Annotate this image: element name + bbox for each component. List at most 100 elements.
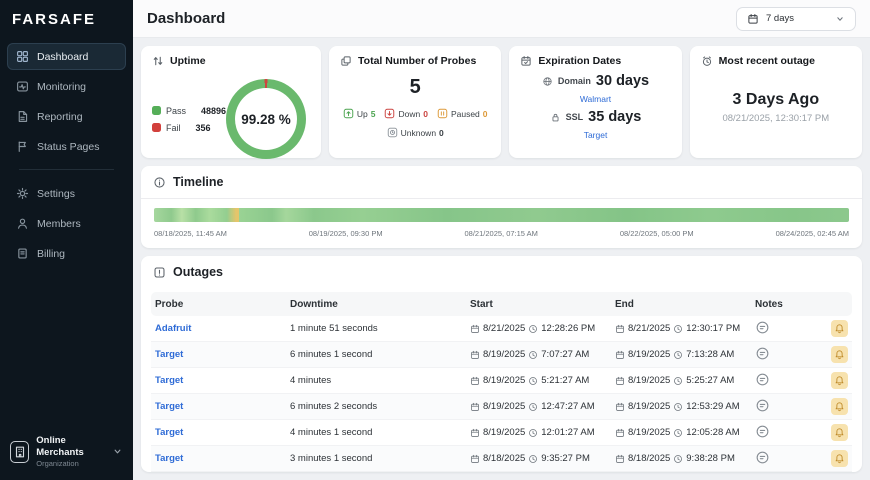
dashboard-grid-icon bbox=[16, 50, 29, 63]
fail-value: 356 bbox=[196, 123, 211, 133]
recent-outage-value: 3 Days Ago bbox=[701, 91, 851, 109]
brand-logo: FARSAFE bbox=[0, 0, 133, 41]
dashboard-content: Uptime Pass 48896 Fail 356 bbox=[133, 38, 870, 480]
probe-link[interactable]: Target bbox=[155, 375, 183, 386]
downtime-cell: 4 minutes 1 second bbox=[290, 427, 470, 438]
up-label: Up bbox=[357, 109, 368, 119]
sidebar-item-label: Members bbox=[37, 218, 81, 230]
reporting-document-icon bbox=[16, 110, 29, 123]
clock-square-icon bbox=[387, 127, 398, 138]
sort-arrows-icon bbox=[152, 55, 164, 67]
org-type: Organization bbox=[36, 459, 105, 468]
org-name: Online Merchants bbox=[36, 435, 105, 459]
ssl-probe-link[interactable]: Target bbox=[584, 130, 608, 140]
header-start: Start bbox=[470, 299, 615, 310]
globe-icon bbox=[542, 76, 553, 87]
note-comment-icon[interactable] bbox=[755, 424, 770, 439]
main-area: Dashboard 7 days Uptime Pass bbox=[133, 0, 870, 480]
sidebar-item-label: Status Pages bbox=[37, 141, 99, 153]
probe-link[interactable]: Target bbox=[155, 349, 183, 360]
clock-icon bbox=[528, 350, 538, 360]
note-comment-icon[interactable] bbox=[755, 398, 770, 413]
clock-icon bbox=[673, 324, 683, 334]
clock-icon bbox=[528, 402, 538, 412]
fail-swatch bbox=[152, 123, 161, 132]
alert-bell-button[interactable] bbox=[831, 320, 848, 337]
downtime-cell: 1 minute 51 seconds bbox=[290, 323, 470, 334]
outages-title: Outages bbox=[173, 265, 223, 279]
note-comment-icon[interactable] bbox=[755, 320, 770, 335]
pass-label: Pass bbox=[166, 106, 186, 116]
probe-link[interactable]: Target bbox=[155, 401, 183, 412]
table-row: Adafruit 1 minute 51 seconds 8/21/2025 1… bbox=[151, 316, 852, 342]
chevron-down-icon bbox=[835, 14, 845, 24]
domain-days: 30 days bbox=[596, 73, 649, 89]
table-row: Target 3 minutes 1 second 8/18/2025 9:35… bbox=[151, 446, 852, 472]
start-cell: 8/19/2025 5:21:27 AM bbox=[470, 375, 615, 386]
alert-bell-button[interactable] bbox=[831, 398, 848, 415]
downtime-cell: 6 minutes 1 second bbox=[290, 349, 470, 360]
alert-bell-button[interactable] bbox=[831, 372, 848, 389]
lock-icon bbox=[550, 112, 561, 123]
pass-swatch bbox=[152, 106, 161, 115]
note-comment-icon[interactable] bbox=[755, 346, 770, 361]
fail-label: Fail bbox=[166, 123, 181, 133]
sidebar-item-reporting[interactable]: Reporting bbox=[7, 103, 126, 130]
card-title: Total Number of Probes bbox=[358, 55, 476, 67]
sidebar-item-label: Billing bbox=[37, 248, 65, 260]
clock-icon bbox=[528, 454, 538, 464]
calendar-icon bbox=[615, 324, 625, 334]
sidebar-item-monitoring[interactable]: Monitoring bbox=[7, 73, 126, 100]
calendar-icon bbox=[615, 428, 625, 438]
alert-bell-button[interactable] bbox=[831, 424, 848, 441]
end-cell: 8/21/2025 12:30:17 PM bbox=[615, 323, 755, 334]
flag-icon bbox=[16, 140, 29, 153]
probe-link[interactable]: Target bbox=[155, 427, 183, 438]
ssl-label: SSL bbox=[566, 112, 584, 122]
pause-square-icon bbox=[437, 108, 448, 119]
date-range-select[interactable]: 7 days bbox=[736, 7, 856, 31]
calendar-icon bbox=[470, 324, 480, 334]
probe-link[interactable]: Target bbox=[155, 453, 183, 464]
clock-icon bbox=[528, 376, 538, 386]
expiration-card: Expiration Dates Domain 30 days Walmart … bbox=[509, 46, 681, 158]
start-cell: 8/21/2025 12:28:26 PM bbox=[470, 323, 615, 334]
org-switcher[interactable]: Online Merchants Organization bbox=[0, 425, 133, 480]
sidebar-item-status-pages[interactable]: Status Pages bbox=[7, 133, 126, 160]
start-cell: 8/18/2025 9:35:27 PM bbox=[470, 453, 615, 464]
sidebar-item-billing[interactable]: Billing bbox=[7, 240, 126, 267]
sidebar-nav: Dashboard Monitoring Reporting Status Pa… bbox=[0, 41, 133, 270]
calendar-icon bbox=[747, 13, 759, 25]
unknown-value: 0 bbox=[439, 128, 444, 138]
building-icon bbox=[10, 441, 29, 463]
end-cell: 8/18/2025 9:38:28 PM bbox=[615, 453, 755, 464]
timeline-panel: Timeline 08/18/2025, 11:45 AM 08/19/2025… bbox=[141, 166, 862, 248]
alert-bell-button[interactable] bbox=[831, 346, 848, 363]
alert-bell-button[interactable] bbox=[831, 450, 848, 467]
note-comment-icon[interactable] bbox=[755, 372, 770, 387]
sidebar-item-members[interactable]: Members bbox=[7, 210, 126, 237]
probe-link[interactable]: Adafruit bbox=[155, 323, 191, 334]
calendar-icon bbox=[470, 350, 480, 360]
probes-unknown-row: Unknown 0 bbox=[340, 127, 490, 138]
clock-icon bbox=[673, 376, 683, 386]
tick-label: 08/24/2025, 02:45 AM bbox=[776, 229, 849, 238]
sidebar-item-dashboard[interactable]: Dashboard bbox=[7, 43, 126, 70]
sidebar-item-settings[interactable]: Settings bbox=[7, 180, 126, 207]
note-comment-icon[interactable] bbox=[755, 450, 770, 465]
tick-label: 08/22/2025, 05:00 PM bbox=[620, 229, 694, 238]
clock-icon bbox=[673, 402, 683, 412]
uptime-timeline-bar[interactable] bbox=[154, 208, 849, 222]
probes-total: 5 bbox=[340, 76, 490, 99]
card-title: Uptime bbox=[170, 55, 206, 67]
domain-probe-link[interactable]: Walmart bbox=[580, 94, 611, 104]
down-value: 0 bbox=[423, 109, 428, 119]
start-cell: 8/19/2025 7:07:27 AM bbox=[470, 349, 615, 360]
sidebar-item-label: Monitoring bbox=[37, 81, 86, 93]
down-label: Down bbox=[398, 109, 420, 119]
clock-icon bbox=[673, 350, 683, 360]
domain-label: Domain bbox=[558, 76, 591, 86]
monitoring-pulse-icon bbox=[16, 80, 29, 93]
calendar-icon bbox=[615, 454, 625, 464]
up-square-icon bbox=[343, 108, 354, 119]
